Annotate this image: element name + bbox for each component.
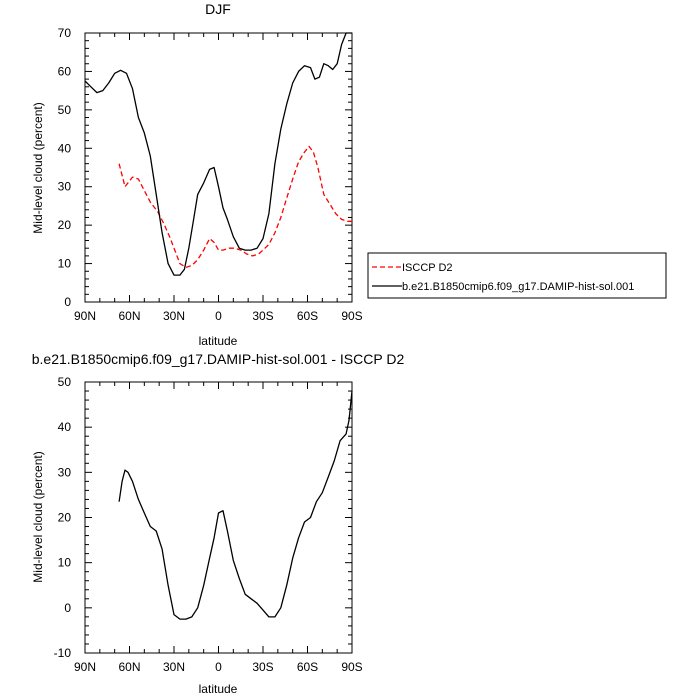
top-chart-y-tick-label: 10 bbox=[58, 257, 72, 271]
top-chart-legend: ISCCP D2 b.e21.B1850cmip6.f09_g17.DAMIP-… bbox=[367, 252, 667, 299]
bottom-chart-x-tick-label: 0 bbox=[215, 660, 222, 674]
bottom-chart-x-tick-label: 30S bbox=[252, 660, 273, 674]
bottom-chart-frame bbox=[84, 381, 353, 654]
legend-label-isccp: ISCCP D2 bbox=[402, 262, 453, 274]
bottom-chart-x-tick-label: 90S bbox=[341, 660, 362, 674]
top-chart-y-tick-label: 0 bbox=[64, 295, 71, 309]
bottom-chart-x-axis-label: latitude bbox=[199, 682, 238, 696]
bottom-chart-x-tick-label: 90N bbox=[74, 660, 96, 674]
top-chart-y-axis-label: Mid-level cloud (percent) bbox=[31, 102, 45, 233]
top-chart-series-line-0 bbox=[118, 145, 352, 269]
bottom-chart-y-tick-label: 0 bbox=[64, 601, 71, 615]
top-chart-x-tick-label: 30S bbox=[252, 309, 273, 323]
bottom-chart-y-axis-label: Mid-level cloud (percent) bbox=[31, 451, 45, 582]
legend-box bbox=[367, 252, 667, 299]
bottom-chart-series-line-0 bbox=[118, 390, 353, 620]
bottom-chart-y-tick-label: 10 bbox=[58, 556, 72, 570]
top-chart-y-tick-label: 20 bbox=[58, 218, 72, 232]
bottom-chart-y-tick-label: 30 bbox=[58, 465, 72, 479]
top-chart-x-tick-label: 60S bbox=[297, 309, 318, 323]
top-chart-y-tick-label: 40 bbox=[58, 141, 72, 155]
bottom-chart-x-tick-label: 60S bbox=[297, 660, 318, 674]
bottom-chart-panel: b.e21.B1850cmip6.f09_g17.DAMIP-hist-sol.… bbox=[31, 351, 404, 696]
bottom-chart-x-tick-label: 30N bbox=[163, 660, 185, 674]
top-chart-x-axis-label: latitude bbox=[199, 334, 238, 348]
top-chart-y-tick-label: 30 bbox=[58, 180, 72, 194]
top-chart-title: DJF bbox=[205, 1, 231, 17]
top-chart-y-tick-label: 60 bbox=[58, 64, 72, 78]
top-chart-y-tick-label: 70 bbox=[58, 26, 72, 40]
top-chart-series-line-1 bbox=[84, 32, 352, 276]
top-chart-x-tick-label: 90N bbox=[74, 309, 96, 323]
top-chart-x-tick-label: 60N bbox=[118, 309, 140, 323]
top-chart-panel: DJF Mid-level cloud (percent) latitude 0… bbox=[31, 1, 667, 348]
bottom-chart-title: b.e21.B1850cmip6.f09_g17.DAMIP-hist-sol.… bbox=[32, 351, 405, 367]
top-chart-frame bbox=[84, 32, 353, 303]
top-chart-x-tick-label: 90S bbox=[341, 309, 362, 323]
legend-label-model: b.e21.B1850cmip6.f09_g17.DAMIP-hist-sol.… bbox=[402, 281, 634, 293]
bottom-chart-y-tick-label: -10 bbox=[54, 646, 72, 660]
top-chart-x-tick-label: 30N bbox=[163, 309, 185, 323]
top-chart-y-tick-label: 50 bbox=[58, 103, 72, 117]
bottom-chart-y-tick-label: 20 bbox=[58, 511, 72, 525]
top-chart-x-tick-label: 0 bbox=[215, 309, 222, 323]
top-chart-plot-area: 0 10 20 30 40 50 60 70 90N 60N 30N 0 30S 60S 90S bbox=[58, 26, 363, 323]
bottom-chart-y-tick-label: 50 bbox=[58, 375, 72, 389]
bottom-chart-plot-area: -10 0 10 20 30 40 50 90N 60N 30N 0 30S 60S 90S bbox=[54, 375, 363, 674]
bottom-chart-y-tick-label: 40 bbox=[58, 420, 72, 434]
bottom-chart-x-tick-label: 60N bbox=[118, 660, 140, 674]
